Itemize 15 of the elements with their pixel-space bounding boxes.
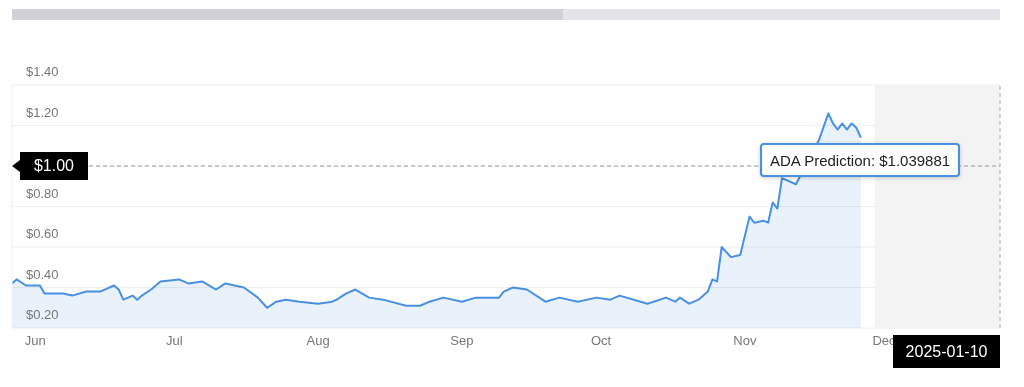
y-tick-label: $0.40 bbox=[26, 266, 59, 282]
annotation: ADA Prediction: $1.039881 bbox=[760, 143, 961, 177]
text: 2025-01-10 bbox=[905, 342, 988, 360]
x-tick-label: Jul bbox=[166, 333, 183, 349]
x-tick-label: Aug bbox=[306, 333, 330, 349]
x-tick-label: Oct bbox=[590, 333, 612, 349]
x-tick-label: Sep bbox=[450, 333, 474, 349]
ref-line-label: $1.00 bbox=[33, 157, 75, 174]
y-tick-label: $0.80 bbox=[26, 185, 59, 201]
y-tick-label: $1.40 bbox=[26, 64, 59, 79]
y-tick-label: $1.20 bbox=[26, 104, 59, 120]
y-tick-label: $0.60 bbox=[26, 226, 59, 241]
y-tick-label: $0.20 bbox=[26, 307, 59, 322]
x-tick-label: Nov bbox=[733, 333, 757, 349]
x-tick-label: Jun bbox=[24, 333, 46, 349]
